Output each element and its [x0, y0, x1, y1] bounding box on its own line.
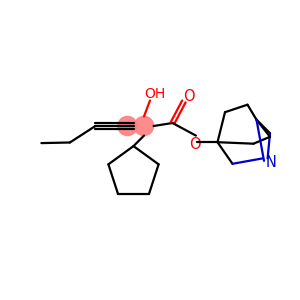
- Text: O: O: [184, 89, 195, 104]
- Text: O: O: [190, 136, 201, 152]
- Circle shape: [134, 116, 154, 136]
- Circle shape: [118, 116, 137, 136]
- Text: OH: OH: [144, 88, 165, 101]
- Text: N: N: [265, 155, 276, 170]
